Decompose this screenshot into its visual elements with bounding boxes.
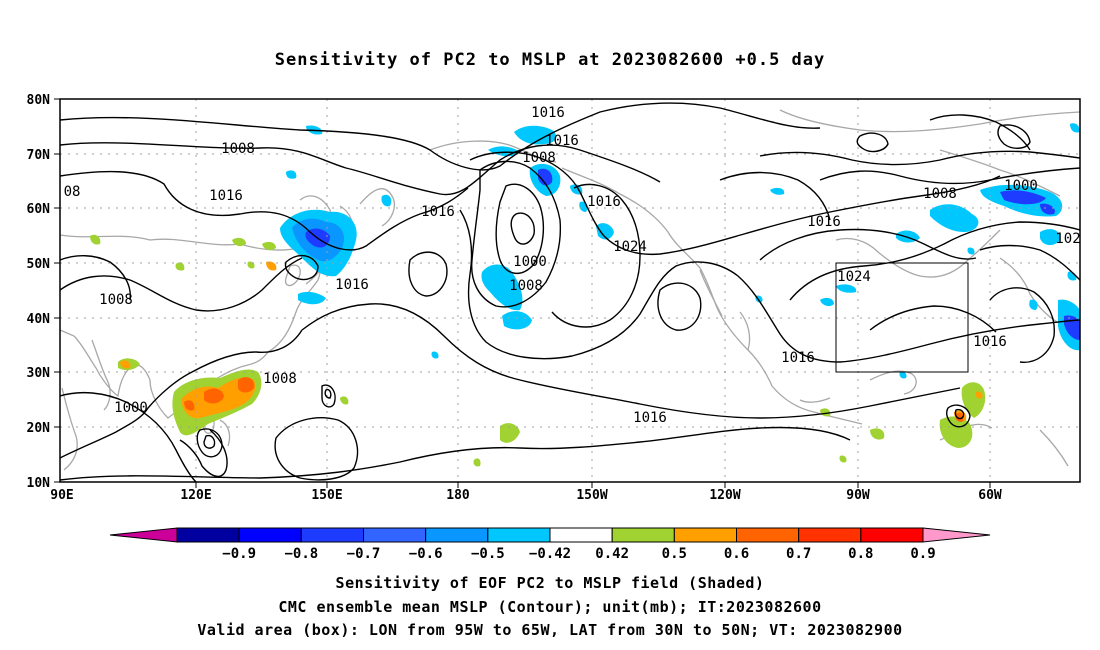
- colorbar-left-triangle: [109, 527, 178, 543]
- colorbar-label: 0.7: [786, 546, 811, 562]
- longitude-axis: 90E 120E 150E 180 150W 120W 90W 60W: [50, 482, 1002, 503]
- isobar-label: 1008: [923, 186, 957, 202]
- colorbar-swatch: [176, 527, 240, 543]
- isobar-labels: 1016 1016 1008 1008 08 1016 1016 1016 10…: [64, 105, 1081, 426]
- caption-line-3: Valid area (box): LON from 95W to 65W, L…: [197, 621, 903, 639]
- isobar-label: 1024: [613, 239, 647, 255]
- isobar-label: 1016: [531, 105, 565, 121]
- colorbar-swatch: [860, 527, 924, 543]
- shading-positive-orange: [120, 261, 983, 422]
- caption-line-1: Sensitivity of EOF PC2 to MSLP field (Sh…: [335, 574, 765, 592]
- colorbar-right-triangle: [922, 527, 991, 543]
- lat-tick-label: 30N: [27, 366, 51, 381]
- isobar-contours: [60, 102, 1080, 482]
- lat-tick-label: 60N: [27, 202, 51, 217]
- isobar-label: 1016: [633, 410, 667, 426]
- isobar-label: 102: [1055, 231, 1080, 247]
- caption-line-2: CMC ensemble mean MSLP (Contour); unit(m…: [278, 598, 822, 616]
- shading-negative-pacific-core: [538, 168, 553, 186]
- isobar-label: 1000: [1004, 178, 1038, 194]
- colorbar-swatch: [549, 527, 613, 543]
- colorbar-swatch: [736, 527, 800, 543]
- lon-tick-label: 120E: [180, 488, 211, 503]
- colorbar-label: −0.8: [284, 546, 318, 562]
- colorbar-label: 0.9: [910, 546, 935, 562]
- isobar-label: 1024: [837, 269, 871, 285]
- lat-tick-label: 10N: [27, 476, 51, 491]
- colorbar-swatch: [673, 527, 737, 543]
- map-frame: [59, 98, 1081, 483]
- colorbar-swatch: [300, 527, 365, 543]
- gridlines: [60, 99, 1080, 482]
- isobar-label: 1016: [587, 194, 621, 210]
- colorbar-swatch: [238, 527, 302, 543]
- lon-tick-label: 90W: [846, 488, 870, 503]
- isobar-label: 1016: [973, 334, 1007, 350]
- colorbar-swatch: [487, 527, 551, 543]
- lat-tick-label: 40N: [27, 312, 51, 327]
- lon-tick-label: 120W: [709, 488, 740, 503]
- valid-area-box: [835, 262, 969, 373]
- isobar-label: 1008: [99, 292, 133, 308]
- lat-tick-label: 80N: [27, 93, 51, 108]
- colorbar-label: −0.42: [529, 546, 571, 562]
- isobar-label: 1008: [263, 371, 297, 387]
- lon-tick-label: 150E: [311, 488, 342, 503]
- isobar-label: 1008: [509, 278, 543, 294]
- chart-title: Sensitivity of PC2 to MSLP at 2023082600…: [274, 50, 826, 70]
- isobar-label: 1008: [522, 150, 556, 166]
- isobar-label: 1000: [513, 254, 547, 270]
- colorbar-label: 0.42: [595, 546, 629, 562]
- isobar-label: 1016: [335, 277, 369, 293]
- lon-tick-label: 180: [446, 488, 470, 503]
- lat-tick-label: 50N: [27, 257, 51, 272]
- colorbar-label: 0.6: [724, 546, 749, 562]
- colorbar: −0.9 −0.8 −0.7 −0.6 −0.5 −0.42 0.42 0.5 0.6 0.7 0.…: [109, 527, 991, 562]
- colorbar-label: −0.7: [347, 546, 381, 562]
- isobar-label: 1008: [221, 141, 255, 157]
- colorbar-label: −0.6: [409, 546, 443, 562]
- shading-negative-america: [755, 123, 1080, 379]
- colorbar-label: 0.8: [848, 546, 873, 562]
- latitude-axis: 80N 70N 60N 50N 40N 30N 20N 10N: [27, 93, 60, 491]
- colorbar-swatch: [611, 527, 675, 543]
- shading-positive-red: [184, 377, 964, 422]
- isobar-label: 08: [64, 184, 81, 200]
- lon-tick-label: 90E: [50, 488, 73, 503]
- isobar-label: 1016: [807, 214, 841, 230]
- isobar-label: 1016: [421, 204, 455, 220]
- colorbar-label: −0.5: [471, 546, 505, 562]
- isobar-label: 1016: [781, 350, 815, 366]
- isobar-label: 1016: [545, 133, 579, 149]
- colorbar-swatch: [363, 527, 427, 543]
- lon-tick-label: 150W: [576, 488, 607, 503]
- colorbar-swatch: [425, 527, 489, 543]
- colorbar-label: −0.9: [222, 546, 256, 562]
- isobar-label: 1000: [114, 400, 148, 416]
- isobar-label: 1016: [209, 188, 243, 204]
- colorbar-swatch: [798, 527, 862, 543]
- lon-tick-label: 60W: [978, 488, 1002, 503]
- lat-tick-label: 20N: [27, 421, 51, 436]
- lat-tick-label: 70N: [27, 148, 51, 163]
- sensitivity-shading: [90, 123, 1080, 467]
- colorbar-label: 0.5: [662, 546, 687, 562]
